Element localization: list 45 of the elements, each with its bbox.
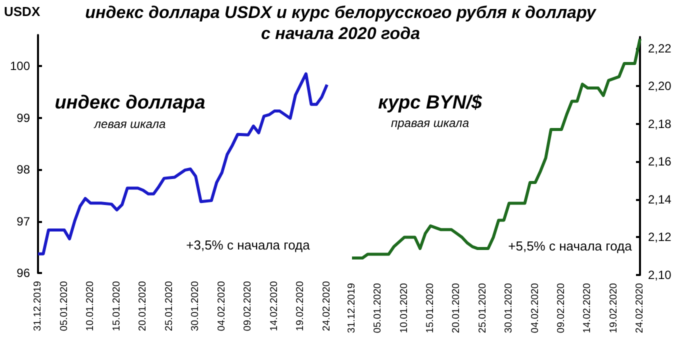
x-tick-label: 05.01.2020 — [58, 280, 70, 332]
x-tick-label: 25.01.2020 — [164, 280, 175, 332]
x-tick-label: 19.02.2020 — [608, 282, 620, 334]
x-tick-label: 14.02.2020 — [582, 282, 594, 334]
y2-tick-label: 2,18 — [648, 116, 672, 131]
y-tick-label: 98 — [16, 162, 30, 177]
x-tick-label: 24.02.2020 — [634, 282, 646, 334]
y-tick-label: 99 — [16, 110, 30, 125]
y2-tick-label: 2,12 — [648, 230, 672, 244]
line-series — [36, 72, 328, 256]
x-tick-label: 04.02.2020 — [530, 282, 541, 334]
x-tick-label: 25.01.2020 — [477, 282, 488, 334]
annotation: левая шкала — [93, 117, 166, 131]
x-tick-label: 14.02.2020 — [268, 280, 280, 332]
annotation: правая шкала — [391, 116, 470, 130]
x-tick-label: 31.12.2019 — [346, 282, 358, 334]
x-tick-label: 19.02.2020 — [295, 280, 306, 332]
x-tick-label: 09.02.2020 — [242, 280, 254, 332]
x-tick-label: 15.01.2020 — [111, 280, 122, 332]
x-tick-label: 20.01.2020 — [451, 282, 462, 334]
x-tick-label: 05.01.2020 — [372, 282, 384, 334]
y2-tick-label: 2,10 — [648, 268, 672, 282]
chart-title: индекс доллара USDX и курс белорусского рубля к доллару с начала 2020 года — [85, 3, 596, 43]
x-tick-label: 15.01.2020 — [425, 282, 436, 334]
x-tick-label: 30.01.2020 — [190, 280, 202, 332]
y-tick-label: 97 — [16, 214, 30, 228]
x-tick-label: 10.01.2020 — [85, 280, 96, 332]
y2-tick-label: 2,16 — [648, 154, 672, 169]
x-tick-label: 31.12.2019 — [32, 280, 44, 332]
x-tick-label: 24.02.2020 — [322, 280, 332, 332]
x-tick-label: 04.02.2020 — [216, 280, 228, 332]
x-tick-label: 20.01.2020 — [138, 280, 149, 332]
y-axis-title: USDX — [4, 4, 40, 19]
annotation: +3,5% с начала года — [186, 238, 311, 252]
x-tick-label: 09.02.2020 — [556, 282, 567, 334]
annotation: +5,5% с начала года — [508, 238, 633, 254]
annotation: курс BYN/$ — [378, 92, 482, 114]
y-tick-label: 100 — [10, 59, 30, 74]
y2-tick-label: 2,14 — [648, 192, 672, 206]
y-tick-label: 96 — [16, 266, 30, 280]
x-tick-label: 30.01.2020 — [504, 282, 515, 334]
y2-tick-label: 2,22 — [648, 41, 672, 56]
annotation: индекс доллара — [54, 92, 206, 114]
y2-tick-label: 2,20 — [648, 79, 672, 94]
x-tick-label: 10.01.2020 — [398, 282, 410, 334]
